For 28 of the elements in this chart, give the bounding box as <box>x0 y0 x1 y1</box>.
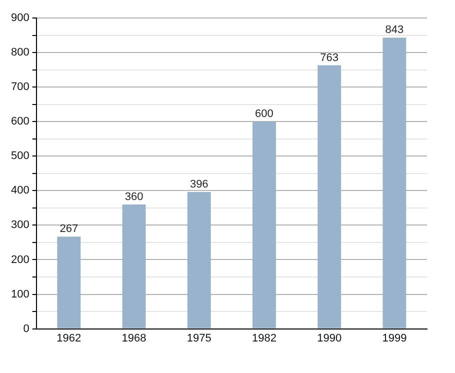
bar <box>252 122 276 328</box>
data-label: 600 <box>255 108 274 120</box>
y-tick-label: 100 <box>10 288 30 300</box>
data-label: 360 <box>124 191 144 204</box>
y-tick-label: 600 <box>10 116 30 128</box>
x-tick-label: 1982 <box>252 332 276 344</box>
x-tick-label: 1968 <box>122 332 146 344</box>
y-tick-label: 900 <box>10 12 30 24</box>
y-tick-label: 200 <box>10 254 30 266</box>
x-tick-label: 1975 <box>186 332 212 344</box>
y-tick-label: 0 <box>23 322 30 335</box>
y-tick-label: 700 <box>10 81 30 94</box>
y-tick-label: 500 <box>10 150 30 162</box>
bar <box>187 192 211 328</box>
bar <box>57 236 81 328</box>
x-tick-label: 1962 <box>56 332 82 344</box>
data-label: 763 <box>320 52 339 64</box>
bar <box>318 65 342 328</box>
y-tick-label: 400 <box>10 184 30 197</box>
x-tick-label: 1999 <box>382 332 407 344</box>
y-tick-label: 800 <box>10 46 30 59</box>
data-label: 267 <box>60 223 78 236</box>
bar <box>382 38 406 328</box>
x-tick-label: 1990 <box>317 332 342 344</box>
y-tick-label: 300 <box>10 219 30 232</box>
data-label: 843 <box>385 24 404 36</box>
bar <box>122 204 146 328</box>
data-label: 396 <box>190 178 208 191</box>
